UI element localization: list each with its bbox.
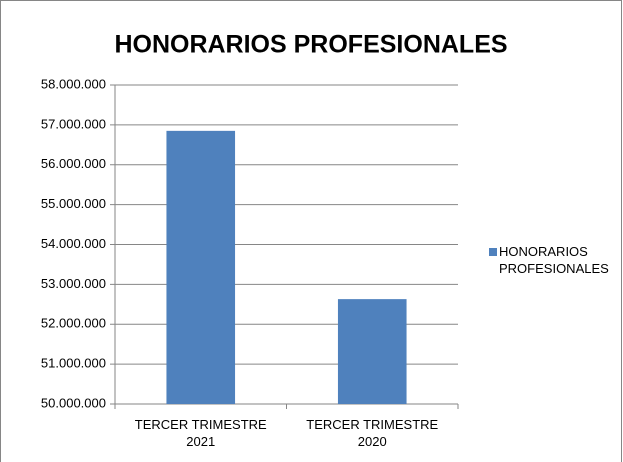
chart-title: HONORARIOS PROFESIONALES	[114, 31, 507, 59]
y-tick-label: 58.000.000	[41, 76, 106, 91]
y-tick-label: 56.000.000	[41, 156, 106, 171]
y-tick-label: 51.000.000	[41, 356, 106, 371]
legend-swatch	[489, 248, 497, 256]
y-tick-label: 54.000.000	[41, 236, 106, 251]
x-tick-label: TERCER TRIMESTRE 2021	[134, 417, 267, 449]
y-tick-label: 53.000.000	[41, 276, 106, 291]
bar	[337, 299, 407, 404]
y-tick-label: 50.000.000	[41, 395, 106, 410]
bar	[166, 130, 236, 404]
y-tick-label: 52.000.000	[41, 316, 106, 331]
legend-label: HONORARIOS PROFESIONALES	[499, 244, 609, 276]
y-tick-label: 55.000.000	[41, 196, 106, 211]
x-tick-label: TERCER TRIMESTRE 2020	[306, 417, 439, 449]
y-tick-label: 57.000.000	[41, 116, 106, 131]
